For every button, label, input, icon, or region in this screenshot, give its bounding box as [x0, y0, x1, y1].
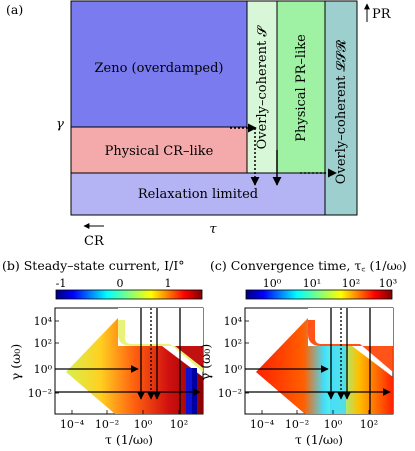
plot-c-ticks [245, 320, 370, 414]
colorbar-c-tick-0: 10⁰ [263, 277, 282, 290]
plot-b-xtick-3: 10² [170, 418, 188, 431]
plot-c-ytick-2: 10⁰ [224, 363, 243, 376]
plot-b-ytick-3: 10⁻² [28, 387, 52, 400]
plot-c-xtick-1: 10⁻² [285, 418, 309, 431]
pr-label: PR [372, 7, 392, 22]
plot-c-xtick-2: 10⁰ [324, 418, 343, 431]
plot-b-xtick-0: 10⁻⁴ [60, 418, 85, 431]
plot-c-ytick-3: 10⁻² [218, 387, 242, 400]
plot-b-ytick-1: 10² [34, 337, 52, 350]
plot-c-band-cyan [330, 346, 346, 414]
colorbar-b-tick-0: -1 [56, 277, 67, 290]
plot-b-xtick-1: 10⁻² [95, 418, 119, 431]
plot-b-band-top [118, 320, 203, 372]
plot-b-ytick-2: 10⁰ [34, 363, 53, 376]
label-overly-coherent-s: Overly–coherent 𝓢 [255, 25, 270, 150]
plot-c-band-top [308, 320, 393, 372]
plot-b-xtick-2: 10⁰ [134, 418, 153, 431]
plot-c-xlabel: τ (1/ω₀) [295, 432, 343, 447]
plot-b-ytick-0: 10⁴ [34, 315, 53, 328]
panel-a-x-label: τ [209, 222, 217, 237]
label-zeno: Zeno (overdamped) [94, 61, 223, 76]
label-physical-pr: Physical PR–like [294, 34, 309, 142]
colorbar-b-tick-1: 0 [117, 277, 124, 290]
panel-b-label: (b) Steady–state current, I/I° [2, 258, 185, 273]
region-overly-coherent-lsr [324, 0, 358, 216]
colorbar-b [55, 289, 203, 300]
plot-c-ytick-1: 10² [224, 337, 242, 350]
plot-b-band-top-red [140, 346, 203, 368]
region-physical-cr [70, 126, 248, 174]
region-relaxation [70, 172, 326, 216]
plot-c-ytick-0: 10⁴ [224, 315, 243, 328]
plot-b-ylabel: γ (ω₀) [8, 344, 23, 380]
label-physical-cr: Physical CR–like [105, 144, 214, 159]
panel-a-y-label: γ [56, 117, 64, 132]
plot-b-xlabel: τ (1/ω₀) [105, 432, 153, 447]
cr-label: CR [84, 234, 105, 249]
plot-c-mask [308, 308, 393, 346]
plot-b-mask [118, 308, 203, 346]
region-physical-pr [276, 0, 326, 174]
colorbar-c-tick-1: 10¹ [303, 277, 321, 290]
colorbar-c-tick-2: 10² [342, 277, 360, 290]
plot-c-xtick-0: 10⁻⁴ [250, 418, 275, 431]
plot-c-ylabel: γ (ω₀) [198, 344, 213, 380]
panel-c-label: (c) Convergence time, τ꜀ (1/ω₀) [210, 258, 407, 273]
panel-a-label: (a) [6, 2, 23, 17]
plot-b-ticks [55, 320, 180, 414]
colorbar-c [245, 289, 393, 300]
plot-c-xtick-3: 10² [360, 418, 378, 431]
label-relaxation: Relaxation limited [138, 187, 258, 202]
label-overly-coherent-lsr: Overly–coherent 𝓛𝓢𝓡 [334, 39, 349, 184]
colorbar-c-tick-3: 10³ [379, 277, 397, 290]
region-zeno [70, 0, 248, 128]
colorbar-b-tick-2: 1 [165, 277, 172, 290]
